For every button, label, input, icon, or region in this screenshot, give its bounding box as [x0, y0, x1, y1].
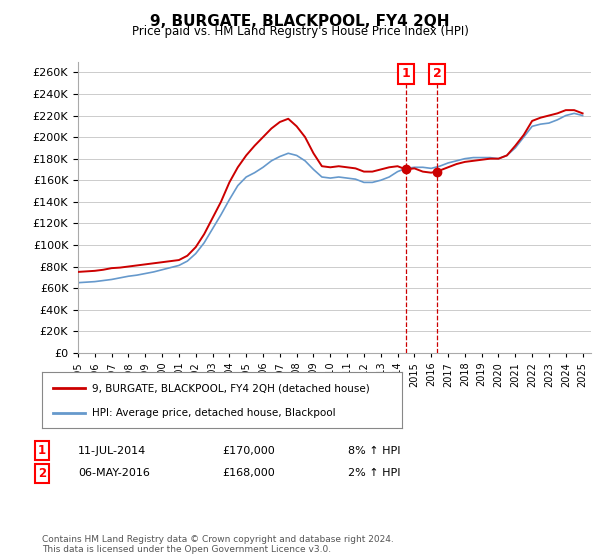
- Text: 1: 1: [402, 67, 410, 81]
- Text: 06-MAY-2016: 06-MAY-2016: [78, 468, 150, 478]
- Text: 11-JUL-2014: 11-JUL-2014: [78, 446, 146, 456]
- Text: 8% ↑ HPI: 8% ↑ HPI: [348, 446, 401, 456]
- Text: 2: 2: [433, 67, 442, 81]
- Text: 9, BURGATE, BLACKPOOL, FY4 2QH (detached house): 9, BURGATE, BLACKPOOL, FY4 2QH (detached…: [92, 383, 370, 393]
- Text: 9, BURGATE, BLACKPOOL, FY4 2QH: 9, BURGATE, BLACKPOOL, FY4 2QH: [150, 14, 450, 29]
- Text: 1: 1: [38, 444, 46, 458]
- Text: £168,000: £168,000: [222, 468, 275, 478]
- Text: Price paid vs. HM Land Registry's House Price Index (HPI): Price paid vs. HM Land Registry's House …: [131, 25, 469, 38]
- Text: 2% ↑ HPI: 2% ↑ HPI: [348, 468, 401, 478]
- Text: 2: 2: [38, 466, 46, 480]
- Text: Contains HM Land Registry data © Crown copyright and database right 2024.
This d: Contains HM Land Registry data © Crown c…: [42, 535, 394, 554]
- Text: £170,000: £170,000: [222, 446, 275, 456]
- Text: HPI: Average price, detached house, Blackpool: HPI: Average price, detached house, Blac…: [92, 408, 336, 418]
